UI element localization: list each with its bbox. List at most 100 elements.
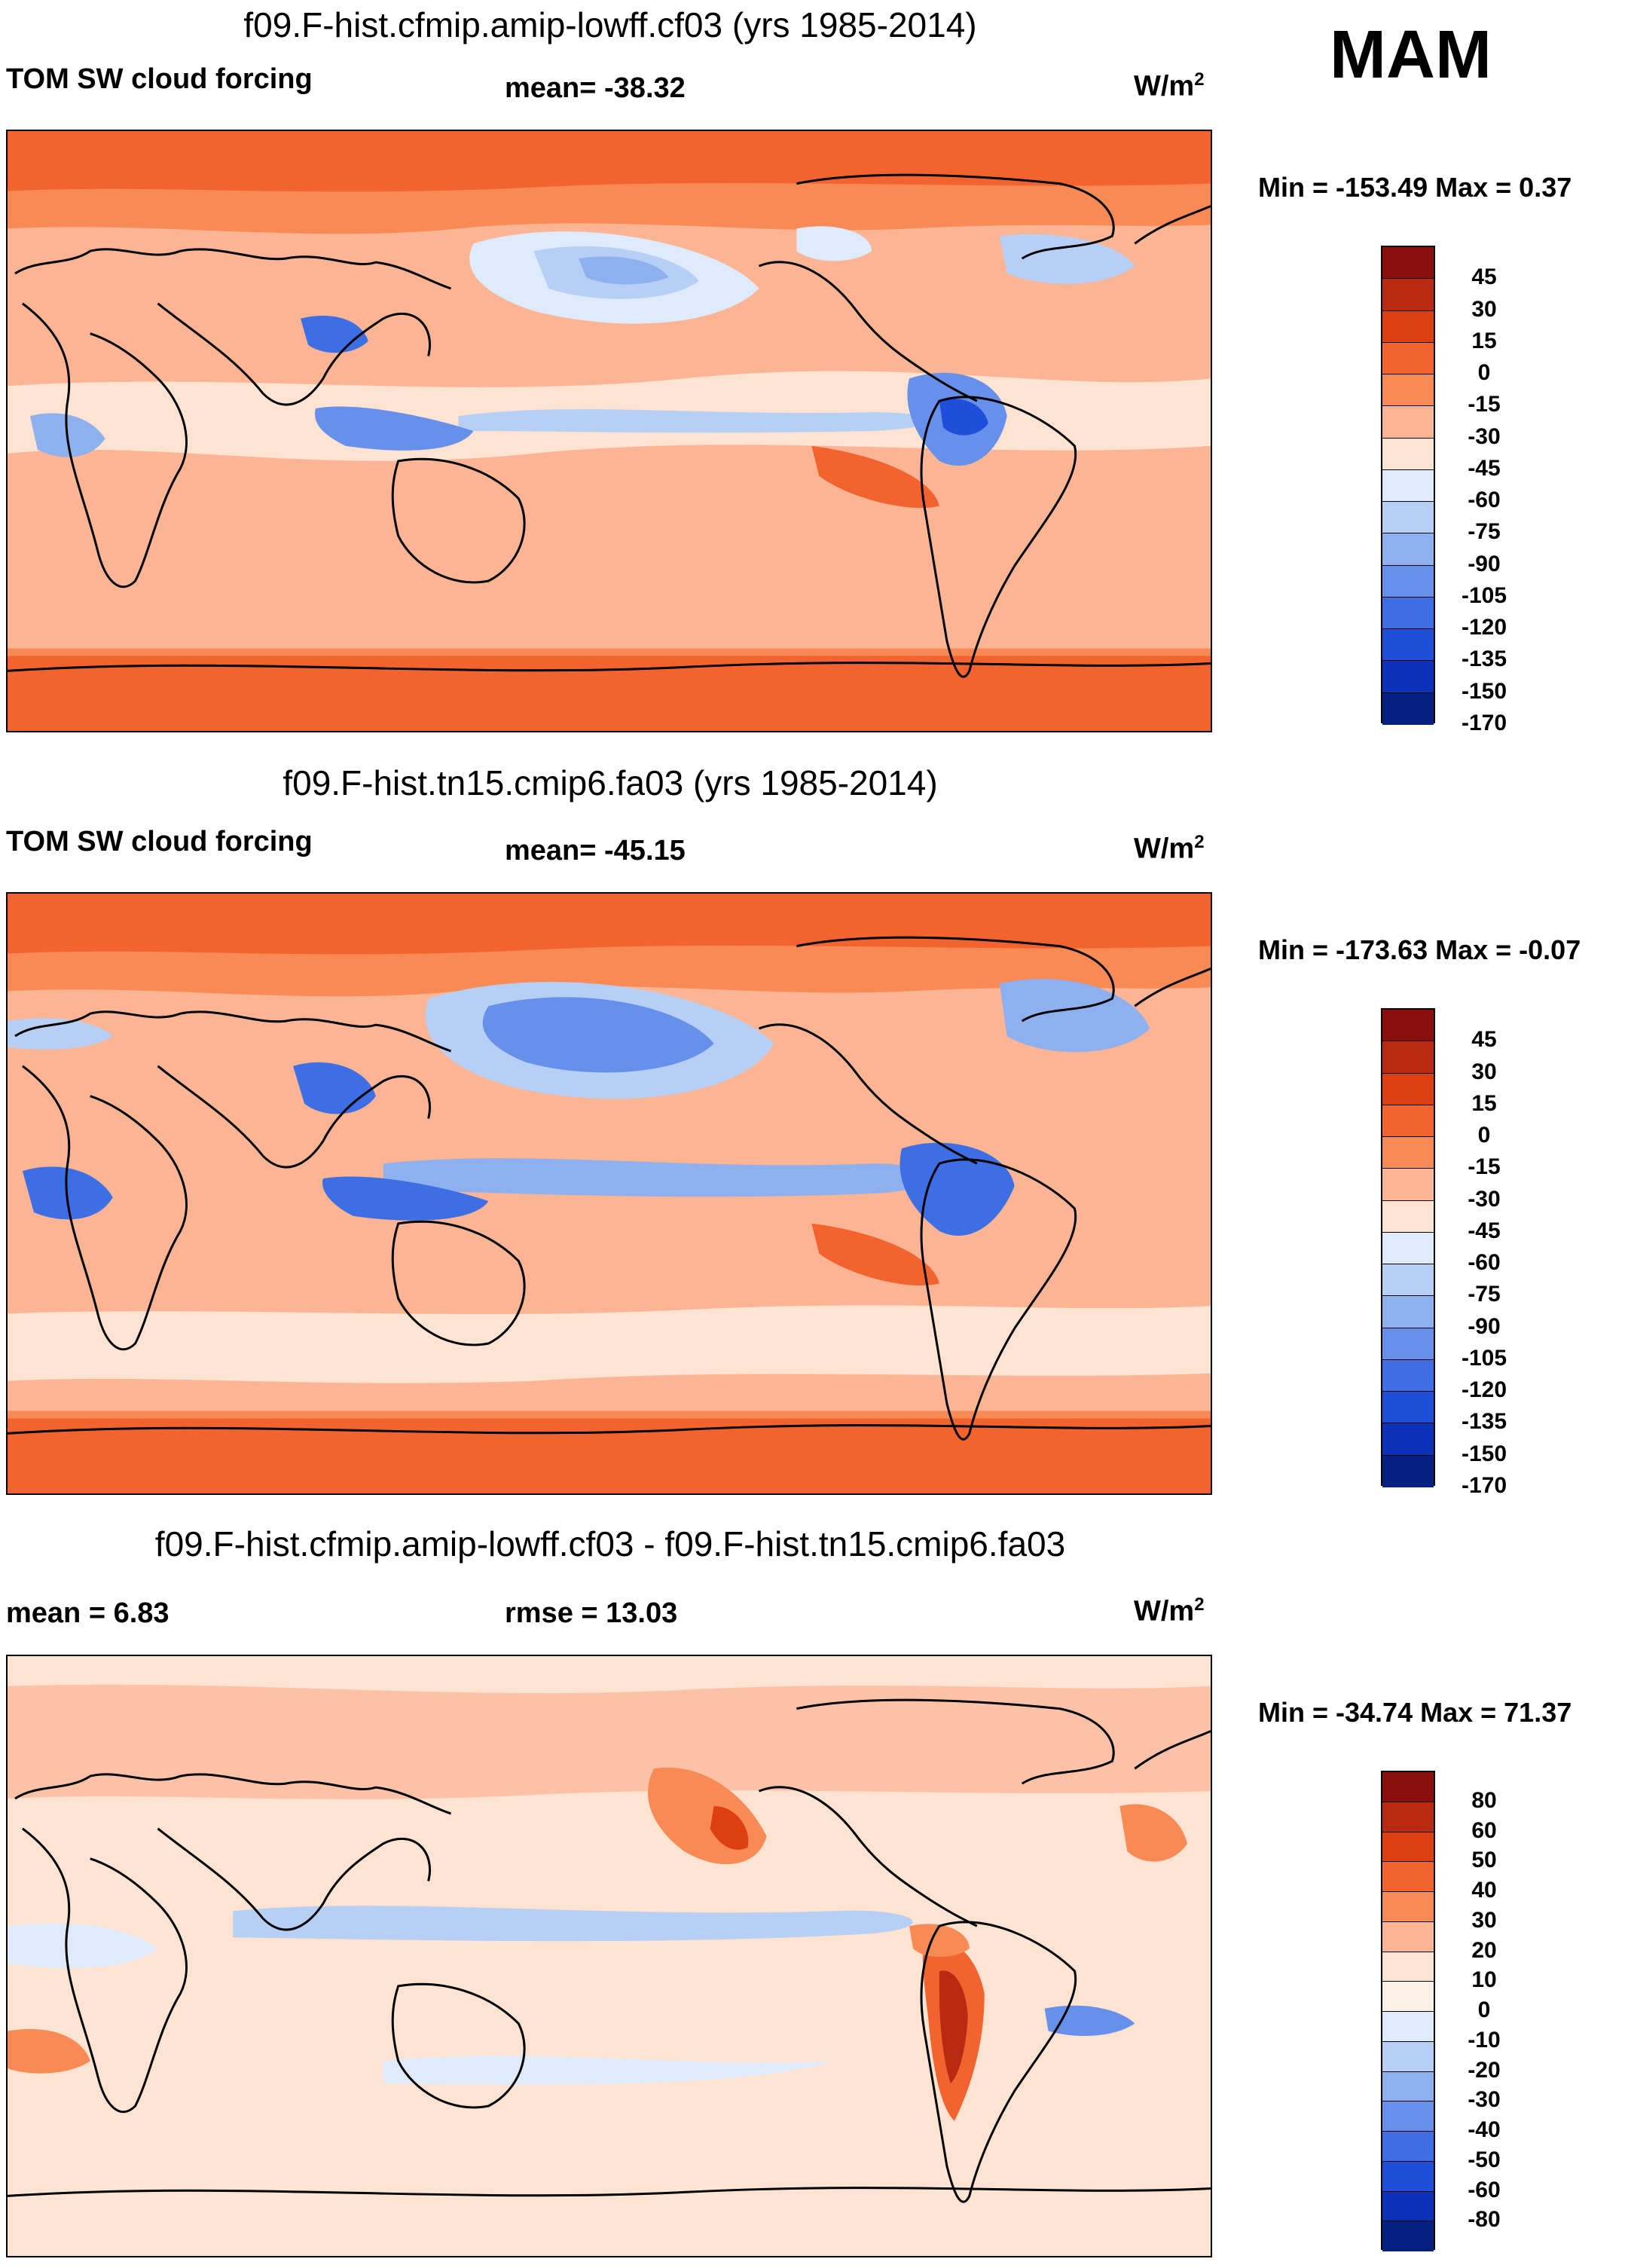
panel3-colorbar (1381, 1771, 1435, 2251)
colorbar-swatch (1382, 2041, 1434, 2072)
colorbar-swatch (1382, 247, 1434, 280)
panel1-map (6, 130, 1212, 732)
colorbar-swatch (1382, 1296, 1434, 1328)
panel1-unit: W/m2 (1134, 69, 1205, 102)
colorbar-swatch (1382, 374, 1434, 407)
colorbar-tick-label: 80 (1471, 1787, 1497, 1813)
panel2-minmax: Min = -173.63 Max = -0.07 (1258, 934, 1581, 965)
colorbar-swatch (1382, 1328, 1434, 1360)
colorbar-tick-label: -90 (1468, 1313, 1501, 1339)
colorbar-swatch (1382, 2161, 1434, 2192)
colorbar-tick-label: -170 (1461, 711, 1507, 735)
colorbar-swatch (1382, 629, 1434, 662)
colorbar-swatch (1382, 661, 1434, 693)
colorbar-swatch (1382, 1772, 1434, 1802)
colorbar-swatch (1382, 1455, 1434, 1487)
colorbar-swatch (1382, 1392, 1434, 1424)
panel3-minmax: Min = -34.74 Max = 71.37 (1258, 1697, 1572, 1728)
colorbar-tick-label: 0 (1477, 1123, 1491, 1148)
panel3-unit: W/m2 (1134, 1594, 1205, 1628)
panel2-unit: W/m2 (1134, 832, 1205, 865)
colorbar-swatch (1382, 2221, 1434, 2251)
colorbar-tick-label: -75 (1468, 519, 1501, 545)
panel2-title: f09.F-hist.tn15.cmip6.fa03 (yrs 1985-201… (283, 763, 938, 802)
colorbar-tick-label: -80 (1468, 2207, 1501, 2233)
panel2-map (6, 892, 1212, 1495)
colorbar-swatch (1382, 1073, 1434, 1105)
colorbar-swatch (1382, 692, 1434, 725)
panel3-center-label: rmse = 13.03 (505, 1597, 678, 1629)
colorbar-swatch (1382, 1169, 1434, 1201)
colorbar-swatch (1382, 2071, 1434, 2102)
colorbar-tick-label: -120 (1461, 615, 1507, 640)
colorbar-tick-label: -135 (1461, 646, 1507, 672)
panel3-map (6, 1655, 1212, 2257)
colorbar-swatch (1382, 406, 1434, 439)
colorbar-tick-label: -45 (1468, 1218, 1501, 1243)
colorbar-swatch (1382, 342, 1434, 375)
colorbar-tick-label: -150 (1461, 678, 1507, 704)
colorbar-swatch (1382, 2101, 1434, 2132)
colorbar-tick-label: 15 (1471, 1090, 1497, 1116)
colorbar-tick-label: -30 (1468, 423, 1501, 449)
colorbar-tick-label: -45 (1468, 455, 1501, 481)
panel1-center-label: mean= -38.32 (505, 72, 686, 104)
colorbar-swatch (1382, 1105, 1434, 1138)
colorbar-tick-label: -150 (1461, 1441, 1507, 1466)
panel1-left-label: TOM SW cloud forcing (6, 63, 313, 95)
colorbar-swatch (1382, 1952, 1434, 1982)
colorbar-swatch (1382, 2191, 1434, 2222)
colorbar-swatch (1382, 1264, 1434, 1297)
colorbar-swatch (1382, 469, 1434, 503)
colorbar-swatch (1382, 1041, 1434, 1074)
colorbar-tick-label: -60 (1468, 488, 1501, 513)
colorbar-swatch (1382, 1137, 1434, 1169)
colorbar-tick-label: 30 (1471, 1907, 1497, 1933)
colorbar-swatch (1382, 565, 1434, 598)
colorbar-tick-label: -105 (1461, 1345, 1507, 1371)
colorbar-swatch (1382, 2012, 1434, 2042)
colorbar-tick-label: -15 (1468, 392, 1501, 417)
colorbar-tick-label: 45 (1471, 264, 1497, 290)
colorbar-tick-label: 30 (1471, 296, 1497, 322)
colorbar-tick-label: 10 (1471, 1967, 1497, 1993)
colorbar-swatch (1382, 1892, 1434, 1922)
colorbar-tick-label: -30 (1468, 1186, 1501, 1212)
colorbar-tick-label: -15 (1468, 1154, 1501, 1180)
colorbar-tick-label: -10 (1468, 2027, 1501, 2053)
colorbar-tick-label: 40 (1471, 1878, 1497, 1903)
panel2-left-label: TOM SW cloud forcing (6, 826, 313, 857)
panel3-left-label: mean = 6.83 (6, 1597, 170, 1629)
colorbar-tick-label: 0 (1477, 360, 1491, 386)
colorbar-tick-label: -40 (1468, 2117, 1501, 2142)
colorbar-tick-label: 50 (1471, 1848, 1497, 1873)
colorbar-swatch (1382, 1423, 1434, 1456)
colorbar-swatch (1382, 1982, 1434, 2012)
colorbar-swatch (1382, 597, 1434, 630)
colorbar-tick-label: -75 (1468, 1282, 1501, 1307)
colorbar-swatch (1382, 279, 1434, 311)
colorbar-tick-label: 15 (1471, 328, 1497, 353)
colorbar-tick-label: 0 (1477, 1997, 1491, 2022)
colorbar-tick-label: -50 (1468, 2147, 1501, 2172)
colorbar-swatch (1382, 1359, 1434, 1392)
colorbar-tick-label: 60 (1471, 1817, 1497, 1843)
colorbar-swatch (1382, 502, 1434, 534)
colorbar-tick-label: -90 (1468, 551, 1501, 576)
colorbar-swatch (1382, 1921, 1434, 1952)
colorbar-tick-label: -170 (1461, 1473, 1507, 1498)
colorbar-swatch (1382, 1802, 1434, 1832)
colorbar-tick-label: -60 (1468, 1250, 1501, 1276)
colorbar-swatch (1382, 438, 1434, 470)
colorbar-tick-label: -20 (1468, 2057, 1501, 2083)
colorbar-swatch (1382, 2132, 1434, 2162)
colorbar-tick-label: -105 (1461, 582, 1507, 608)
colorbar-swatch (1382, 1862, 1434, 1892)
panel1-minmax: Min = -153.49 Max = 0.37 (1258, 172, 1572, 203)
colorbar-swatch (1382, 533, 1434, 566)
colorbar-tick-label: 20 (1471, 1937, 1497, 1963)
colorbar-tick-label: -60 (1468, 2177, 1501, 2202)
colorbar-tick-label: -120 (1461, 1377, 1507, 1403)
colorbar-swatch (1382, 1832, 1434, 1863)
colorbar-tick-label: -135 (1461, 1409, 1507, 1435)
